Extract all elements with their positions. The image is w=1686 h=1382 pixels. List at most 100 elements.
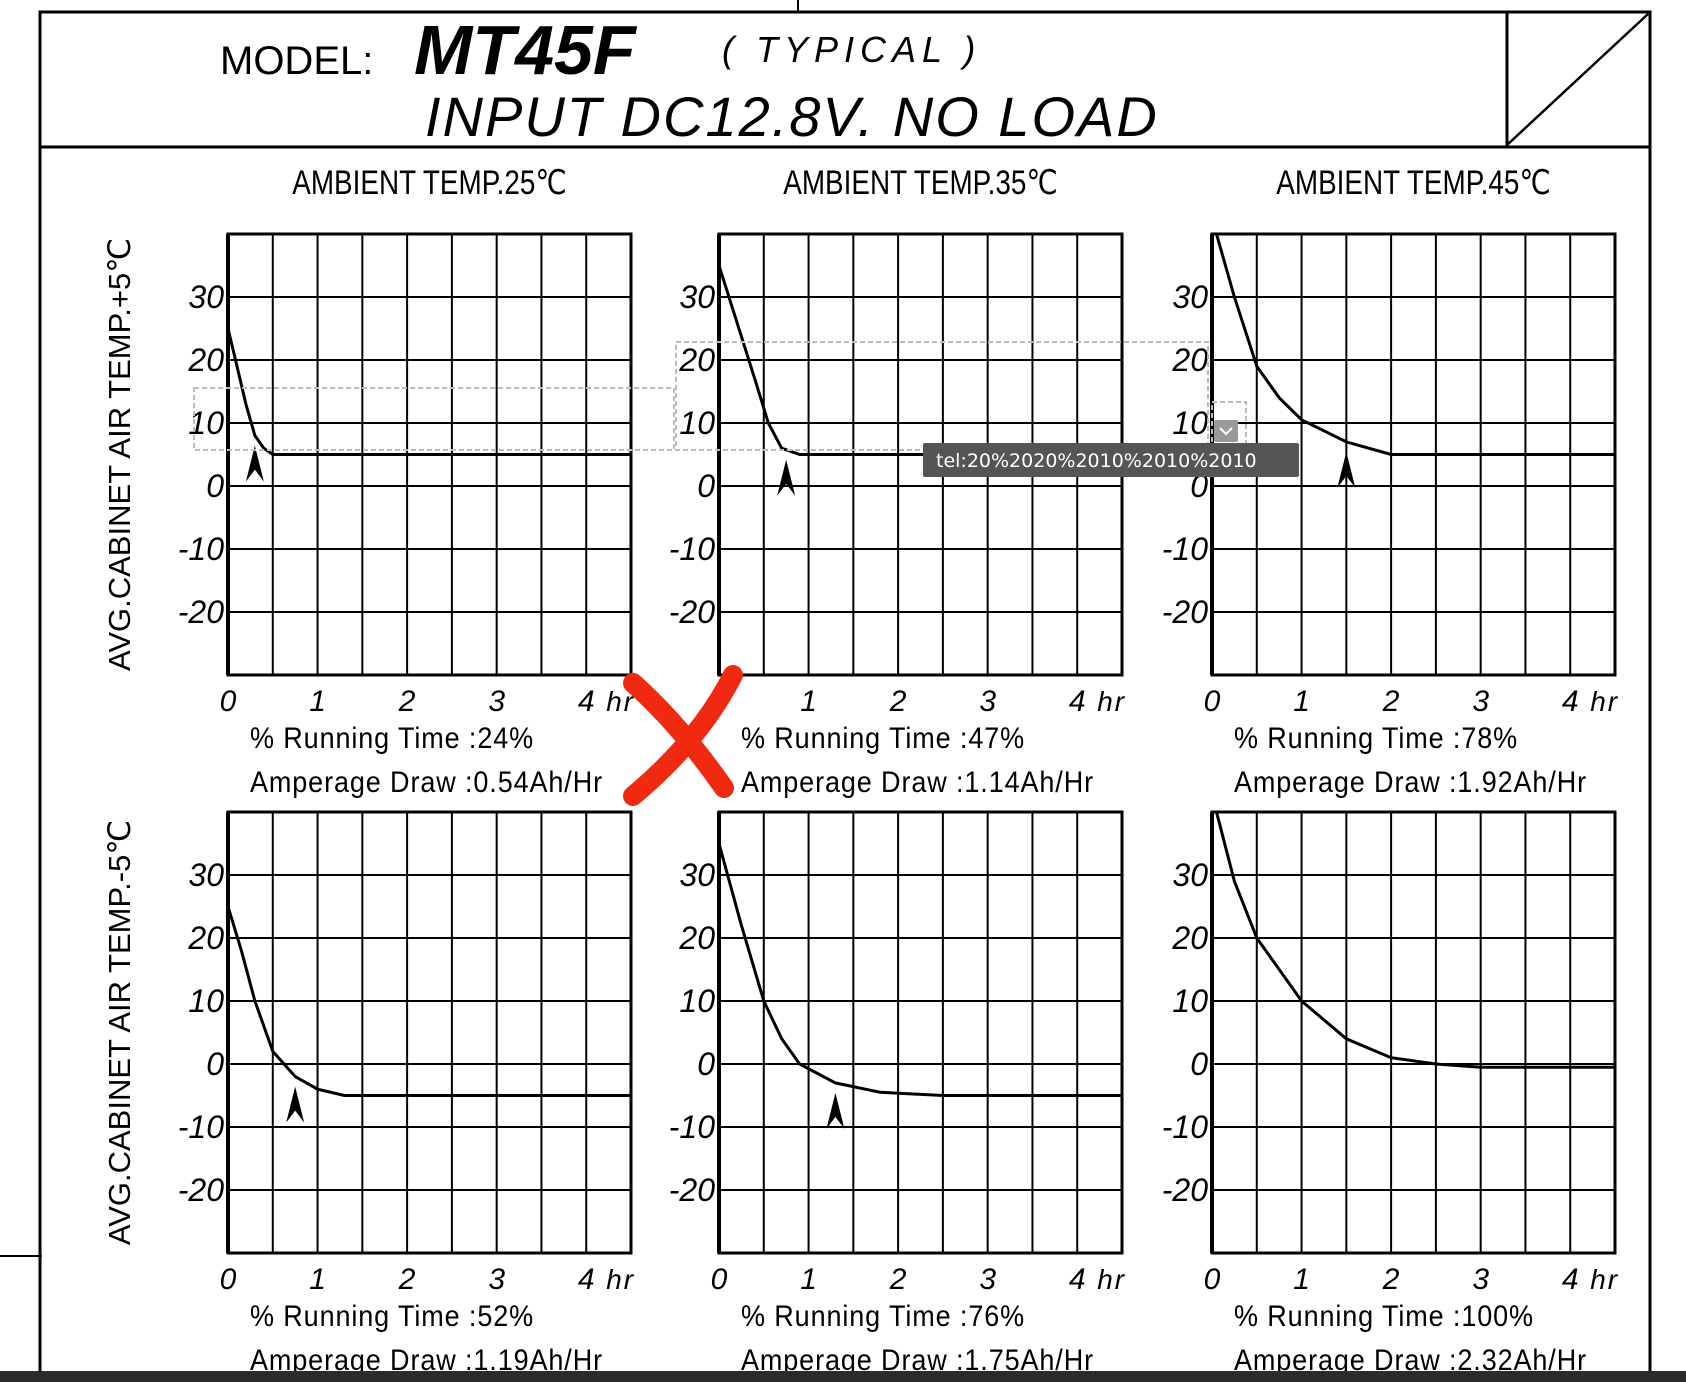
data-line [719,265,1122,456]
x-tick-label: 0 [220,685,237,718]
charts: AMBIENT TEMP.25℃ AVG.CABINET AIR TEMP.+5℃… [102,163,1619,1377]
y-axis-label: AVG.CABINET AIR TEMP.+5℃ [102,238,137,671]
y-tick-label: 20 [678,920,715,956]
x-tick-label: 3 [1472,685,1489,718]
corner-diagonal [1506,13,1649,146]
y-tick-label: 30 [679,279,715,315]
x-tick-label: 2 [398,685,416,718]
y-tick-label: -10 [669,1109,715,1145]
tooltip [923,443,1299,477]
x-axis-label: hr [1590,1264,1619,1295]
sheet-border [38,10,1652,1382]
x-tick-label: 2 [1382,685,1400,718]
x-tick-label: 1 [309,685,326,718]
chart-note: Amperage Draw :1.92Ah/Hr [1234,766,1587,800]
x-axis-label: hr [606,1264,635,1295]
chart-note: % Running Time :78% [1234,722,1518,756]
y-tick-label: 30 [188,279,224,315]
model-label: MODEL: [220,39,373,83]
x-tick-label: 3 [979,1263,996,1296]
y-tick-label: -10 [178,531,224,567]
dropdown-button[interactable] [1214,420,1238,442]
y-tick-label: -20 [669,1172,715,1208]
arrow-marker [777,459,796,496]
x-tick-label: 3 [488,1263,505,1296]
x-axis-label: hr [1590,686,1619,717]
arrow-marker [826,1092,845,1129]
x-tick-label: 0 [711,1263,728,1296]
x-tick-label: 4 [578,685,595,718]
y-tick-label: 20 [1171,342,1208,378]
x-tick-label: 3 [979,685,996,718]
chart-title: AMBIENT TEMP.45℃ [1276,163,1550,201]
y-tick-label: 20 [678,342,715,378]
data-line [228,906,631,1097]
data-line [1215,234,1615,456]
chevron-icon [1219,427,1233,436]
x-tick-label: 0 [1204,685,1221,718]
x-tick-label: 2 [398,1263,416,1296]
chart-note: % Running Time :76% [741,1300,1025,1334]
x-tick-label: 1 [1293,1263,1310,1296]
data-line [228,328,631,456]
arrow-marker [1337,451,1356,488]
chart-title: AMBIENT TEMP.35℃ [783,163,1057,201]
y-tick-label: 10 [1172,983,1208,1019]
chart-note: % Running Time :47% [741,722,1025,756]
x-axis-label: hr [1097,1264,1126,1295]
arrow-marker [245,445,264,482]
chart-note: Amperage Draw :1.14Ah/Hr [741,766,1094,800]
y-tick-label: 10 [679,983,715,1019]
x-tick-label: 4 [1562,1263,1579,1296]
subtitle: INPUT DC12.8V. NO LOAD [425,85,1159,148]
red-x [623,665,743,806]
tooltip-text: tel:20%2020%2010%2010%2010 [936,450,1257,472]
chart-note: Amperage Draw :0.54Ah/Hr [250,766,603,800]
x-tick-label: 1 [1293,685,1310,718]
x-tick-label: 1 [800,685,817,718]
x-tick-label: 3 [488,685,505,718]
x-tick-label: 0 [1204,1263,1221,1296]
model-note: ( TYPICAL ) [722,29,981,70]
x-tick-label: 2 [889,1263,907,1296]
taskbar [0,1371,1686,1382]
x-tick-label: 2 [1382,1263,1400,1296]
y-tick-label: 10 [188,983,224,1019]
y-tick-label: -10 [178,1109,224,1145]
arrow-marker [286,1086,305,1123]
data-line [1215,812,1615,1069]
y-tick-label: 0 [697,1046,715,1082]
y-tick-label: -20 [1162,1172,1208,1208]
y-tick-label: 20 [187,342,224,378]
x-tick-label: 4 [1069,685,1086,718]
chart: AMBIENT TEMP.25℃ AVG.CABINET AIR TEMP.+5℃… [102,163,633,800]
y-tick-label: -20 [178,594,224,630]
y-tick-label: 10 [679,405,715,441]
y-tick-label: 0 [206,1046,224,1082]
chart-title: AMBIENT TEMP.25℃ [292,163,566,201]
y-tick-label: -10 [669,531,715,567]
x-axis-label: hr [1097,686,1126,717]
y-tick-label: 0 [206,468,224,504]
y-tick-label: -20 [669,594,715,630]
y-axis-label: AVG.CABINET AIR TEMP.-5℃ [102,820,137,1245]
x-tick-label: 4 [1562,685,1579,718]
y-tick-label: 30 [679,857,715,893]
y-tick-label: 0 [1190,1046,1208,1082]
chart-note: % Running Time :52% [250,1300,534,1334]
y-tick-label: 20 [187,920,224,956]
y-tick-label: 30 [1172,279,1208,315]
chart-note: % Running Time :24% [250,722,534,756]
selection-box [193,387,675,451]
y-tick-label: -20 [178,1172,224,1208]
y-tick-label: 10 [1172,405,1208,441]
chart-note: % Running Time :100% [1234,1300,1534,1334]
data-line [719,843,1122,1097]
x-tick-label: 4 [578,1263,595,1296]
x-tick-label: 2 [889,685,907,718]
x-tick-label: 1 [309,1263,326,1296]
y-tick-label: 30 [188,857,224,893]
